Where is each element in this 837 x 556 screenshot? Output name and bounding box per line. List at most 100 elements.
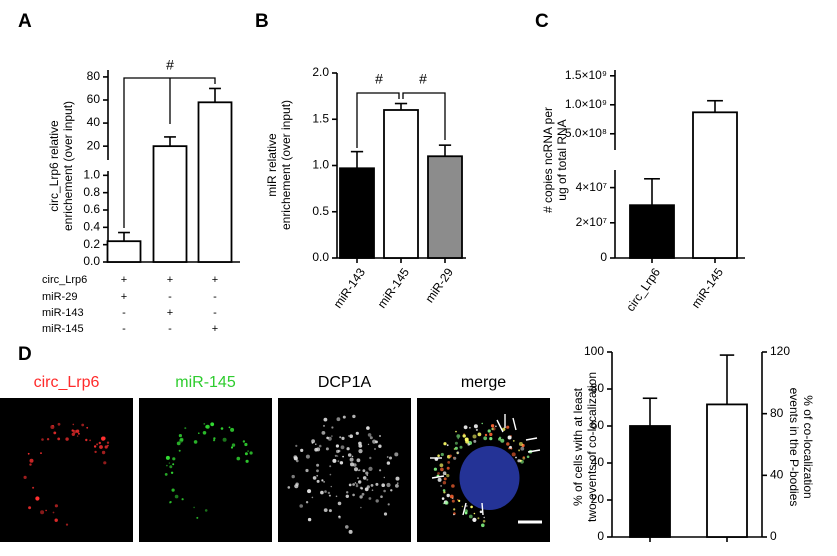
micrograph-dot	[369, 436, 373, 440]
micrograph-dot	[442, 481, 447, 485]
micrograph-dot	[444, 501, 449, 505]
micrograph-dot	[230, 427, 235, 432]
micrograph-dot	[522, 456, 525, 459]
bar	[339, 167, 375, 259]
y-tick-label: 0.0	[312, 250, 329, 264]
y-tick-label: 0.8	[83, 185, 100, 199]
bar	[692, 111, 738, 259]
micrograph-dot	[358, 480, 361, 483]
arrow	[431, 475, 445, 479]
micrograph-dot	[176, 441, 181, 446]
micrograph-dot	[94, 450, 97, 454]
micrograph-dot	[335, 495, 338, 498]
micrograph-dot	[245, 459, 249, 463]
micrograph-dot	[231, 443, 236, 447]
micrograph-dot	[220, 427, 224, 430]
micrograph-dot	[196, 516, 199, 519]
micrograph-dot	[361, 492, 365, 496]
condition-label: circ_Lrp6	[42, 274, 87, 286]
micrograph-dot	[174, 494, 179, 499]
micrograph-dot	[307, 489, 312, 494]
condition-label: miR-145	[42, 323, 84, 335]
micrograph-dot	[172, 457, 176, 461]
y-axis-label: enrichement (over input)	[61, 101, 75, 231]
micrograph-dot	[296, 459, 299, 463]
micrograph	[278, 398, 411, 542]
micrograph-dot	[481, 523, 485, 528]
micrograph-dot	[439, 463, 444, 468]
micrograph-dot	[492, 427, 496, 431]
micrograph-dot	[520, 446, 525, 451]
micrograph-dot	[489, 437, 493, 441]
bar	[427, 155, 463, 259]
micrograph-dot	[57, 422, 61, 426]
micrograph-dot	[171, 488, 175, 492]
micrograph-dot	[366, 478, 369, 481]
micrograph-dot	[178, 434, 182, 438]
y-tick-label: 2.0	[312, 65, 329, 79]
y-tick-label: 80	[591, 381, 605, 395]
micrograph-dot	[299, 504, 304, 508]
micrograph-dot	[481, 422, 483, 425]
micrograph-dot	[362, 469, 366, 473]
micrograph-dot	[53, 431, 57, 435]
micrograph-dot	[193, 440, 198, 444]
micrograph-dot	[368, 497, 372, 500]
micrograph-dot	[506, 425, 510, 429]
micrograph-label: DCP1A	[318, 374, 372, 391]
micrograph-dot	[354, 467, 358, 472]
micrograph-dot	[346, 491, 349, 494]
micrograph-dot	[330, 485, 332, 488]
micrograph-dot	[41, 438, 44, 441]
micrograph-dot	[446, 466, 450, 470]
micrograph-dot	[378, 444, 382, 448]
y-axis-label: two events of co-localization	[585, 372, 599, 522]
micrograph-dot	[321, 431, 326, 435]
micrograph-dot	[293, 456, 298, 461]
x-tick-label: miR-29	[422, 265, 456, 305]
micrograph-dot	[467, 443, 471, 446]
micrograph-dot	[348, 435, 350, 437]
y-tick-label: 0.0	[83, 254, 100, 268]
condition-mark: -	[168, 323, 172, 335]
y-tick-label: 60	[591, 418, 605, 432]
micrograph-dot	[329, 473, 332, 476]
condition-label: miR-29	[42, 291, 77, 303]
micrograph-dot	[433, 467, 437, 471]
micrograph-dot	[470, 505, 473, 509]
micrograph-dot	[45, 509, 47, 512]
micrograph-dot	[347, 453, 352, 457]
micrograph-dot	[320, 490, 324, 495]
micrograph-dot	[352, 414, 356, 419]
micrograph-dot	[244, 442, 248, 447]
micrograph-label: miR-145	[175, 374, 236, 391]
micrograph-dot	[336, 455, 339, 457]
micrograph-dot	[442, 489, 446, 492]
micrograph-dot	[52, 511, 55, 514]
micrograph-dot	[170, 471, 174, 474]
micrograph-dot	[331, 435, 333, 437]
micrograph-dot	[381, 483, 386, 488]
micrograph-dot	[473, 512, 476, 515]
micrograph-dot	[367, 443, 370, 446]
micrograph-dot	[101, 450, 106, 455]
y-axis-label: enrichement (over input)	[279, 100, 293, 230]
micrograph-dot	[307, 517, 312, 522]
micrograph-dot	[518, 442, 523, 446]
y-tick-label: 40	[591, 455, 605, 469]
micrograph-dot	[349, 434, 354, 439]
micrograph-dot	[371, 489, 374, 492]
micrograph-dot	[210, 422, 215, 427]
micrograph-dot	[165, 455, 170, 460]
micrograph-dot	[40, 510, 45, 515]
micrograph-dot	[96, 443, 99, 446]
condition-mark: +	[167, 307, 173, 319]
micrograph-dot	[244, 452, 248, 456]
micrograph-dot	[324, 490, 327, 493]
micrograph-dot	[184, 427, 187, 430]
micrograph-dot	[81, 423, 85, 427]
micrograph-dot	[490, 424, 495, 428]
micrograph-dot	[354, 482, 357, 484]
micrograph-dot	[236, 456, 241, 461]
